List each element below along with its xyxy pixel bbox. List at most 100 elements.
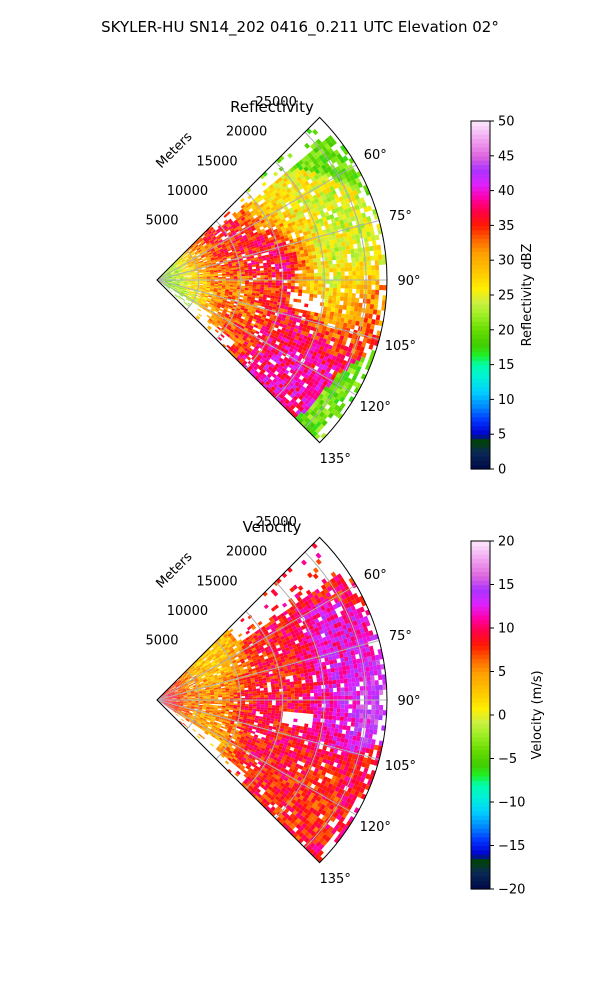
colorbar-segment	[471, 168, 490, 174]
colorbar-segment	[471, 286, 490, 292]
colorbar-segment	[471, 251, 490, 257]
colorbar-segment	[471, 875, 490, 881]
colorbar-segment	[471, 628, 490, 633]
colorbar-segment	[471, 329, 490, 335]
colorbar-segment	[471, 567, 490, 573]
colorbar-segment	[471, 121, 490, 126]
colorbar-segment	[471, 810, 490, 816]
colorbar-tick-label: 10	[498, 393, 515, 408]
azimuth-tick-label: 90°	[397, 274, 420, 289]
colorbar-segment	[471, 775, 490, 781]
colorbar-segment	[471, 408, 490, 414]
colorbar-segment	[471, 858, 490, 864]
colorbar-segment	[471, 845, 490, 851]
colorbar-segment	[471, 334, 490, 340]
colorbar-tick-label: −10	[498, 796, 525, 811]
colorbar-segment	[471, 216, 490, 222]
colorbar-segment	[471, 854, 490, 860]
colorbar-segment	[471, 732, 490, 738]
colorbar-segment	[471, 601, 490, 607]
colorbar-segment	[471, 554, 490, 559]
colorbar-segment	[471, 425, 490, 431]
colorbar-segment	[471, 828, 490, 834]
colorbar-segment	[471, 662, 490, 668]
colorbar-segment	[471, 836, 490, 842]
colorbar-segment	[471, 303, 490, 309]
colorbar-segment	[471, 299, 490, 305]
colorbar-segment	[471, 823, 490, 829]
colorbar-segment	[471, 884, 490, 890]
colorbar-segment	[471, 147, 490, 153]
colorbar-segment	[471, 758, 490, 764]
colorbar-tick-label: 15	[498, 578, 515, 593]
colorbar-segment	[471, 373, 490, 379]
colorbar-segment	[471, 464, 490, 470]
colorbar-segment	[471, 434, 490, 440]
colorbar-segment	[471, 234, 490, 240]
colorbar-segment	[471, 667, 490, 673]
colorbar-segment	[471, 295, 490, 300]
colorbar-segment	[471, 155, 490, 161]
colorbar-segment	[471, 684, 490, 690]
colorbar-segment	[471, 368, 490, 374]
colorbar-segment	[471, 338, 490, 344]
colorbar-segment	[471, 360, 490, 366]
colorbar-segment	[471, 416, 490, 422]
colorbar-segment	[471, 277, 490, 283]
reflectivity-colorbar: 0 5 10 15 20 25 30 35 40 45 50	[470, 115, 515, 478]
colorbar-segment	[471, 649, 490, 655]
colorbar-segment	[471, 290, 490, 296]
colorbar-segment	[471, 125, 490, 131]
colorbar-segment	[471, 867, 490, 873]
colorbar-segment	[471, 549, 490, 555]
colorbar-segment	[471, 710, 490, 716]
colorbar-segment	[471, 771, 490, 777]
colorbar-label: Reflectivity dBZ	[520, 244, 535, 347]
colorbar-segment	[471, 815, 490, 820]
colorbar-segment	[471, 606, 490, 612]
colorbar-segment	[471, 190, 490, 196]
range-tick-label: 10000	[167, 184, 208, 199]
range-tick-label: 15000	[196, 154, 237, 169]
colorbar-segment	[471, 784, 490, 790]
colorbar-segment	[471, 636, 490, 642]
colorbar-tick-label: −5	[498, 752, 517, 767]
colorbar-segment	[471, 455, 490, 461]
azimuth-spoke	[156, 699, 380, 761]
colorbar-segment	[471, 181, 490, 187]
colorbar-segment	[471, 438, 490, 444]
colorbar-segment	[471, 632, 490, 638]
colorbar-segment	[471, 584, 490, 590]
colorbar-tick-label: 45	[498, 149, 515, 164]
colorbar-segment	[471, 247, 490, 253]
azimuth-tick-label: 120°	[360, 820, 391, 835]
colorbar-segment	[471, 399, 490, 405]
azimuth-spoke	[156, 639, 380, 701]
colorbar-segment	[471, 199, 490, 205]
range-axis-label: Meters	[154, 549, 196, 591]
reflectivity-polar-plot: 60° 75° 90° 105° 120° 135° 5000 10000 15000 20000…	[145, 95, 420, 467]
colorbar-segment	[471, 645, 490, 651]
colorbar-segment	[471, 229, 490, 235]
colorbar-segment	[471, 460, 490, 466]
colorbar-segment	[471, 442, 490, 448]
sector-outline	[156, 116, 388, 444]
colorbar-segment	[471, 741, 490, 747]
radar-field	[157, 128, 387, 440]
range-axis-label: Meters	[154, 129, 196, 171]
azimuth-tick-label: 90°	[397, 694, 420, 709]
azimuth-tick-label: 75°	[389, 629, 412, 644]
colorbar-tick-label: 20	[498, 323, 515, 338]
range-tick-label: 20000	[226, 545, 267, 560]
colorbar-segment	[471, 871, 490, 877]
colorbar-segment	[471, 802, 490, 807]
colorbar-segment	[471, 273, 490, 279]
colorbar-segment	[471, 793, 490, 799]
colorbar-segment	[471, 364, 490, 370]
colorbar-tick-label: 0	[498, 709, 506, 724]
colorbar-segment	[471, 641, 490, 646]
colorbar-segment	[471, 173, 490, 179]
colorbar-segment	[471, 160, 490, 166]
azimuth-spoke	[156, 279, 357, 396]
colorbar-segment	[471, 142, 490, 148]
